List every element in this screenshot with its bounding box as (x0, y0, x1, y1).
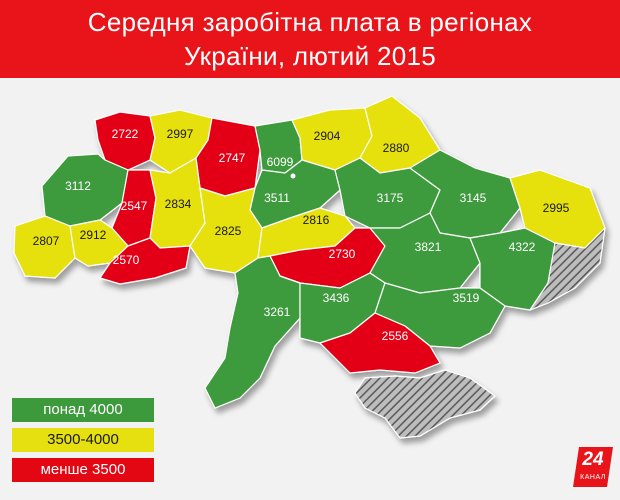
label-donetsk: 4322 (509, 240, 536, 254)
label-chernivtsi: 2570 (113, 253, 140, 267)
label-lviv: 3112 (65, 179, 91, 193)
label-kharkiv: 3145 (460, 191, 487, 205)
legend-over-4000: понад 4000 (12, 398, 154, 422)
label-kyiv-city: 6099 (267, 155, 294, 169)
title-bar: Середня заробітна плата в регіонах Украї… (0, 0, 620, 78)
label-chernihiv: 2904 (314, 129, 341, 143)
label-vinnytsia: 2825 (215, 224, 242, 238)
label-dnipropetrovsk: 3821 (415, 240, 442, 254)
label-zaporizhzhia: 3519 (453, 291, 480, 305)
label-luhansk: 2995 (543, 201, 570, 215)
logo-subtitle: КАНАЛ (580, 474, 606, 481)
title-line-1: Середня заробітна плата в регіонах (87, 7, 533, 37)
label-cherkasy: 2816 (303, 213, 330, 227)
label-mykolaiv: 3436 (323, 291, 350, 305)
label-volyn: 2722 (112, 127, 139, 141)
label-kirovohrad: 2730 (329, 247, 356, 261)
logo-badge-icon (573, 447, 613, 487)
region-chernivtsi (99, 237, 191, 285)
title-line-2: України, лютий 2015 (183, 41, 436, 71)
label-ivano-frankivsk: 2912 (80, 228, 107, 242)
region-kherson (319, 312, 441, 374)
region-dnipropetrovsk (369, 212, 481, 294)
region-zakarpattia (13, 215, 76, 279)
label-kherson: 2556 (382, 329, 409, 343)
label-ternopil: 2547 (121, 199, 148, 213)
label-sumy: 2880 (383, 141, 410, 155)
ukraine-map: 2722 2997 2747 6099 2904 2880 3112 2547 … (13, 95, 606, 439)
label-zhytomyr: 2747 (219, 151, 246, 165)
region-donetsk-occupied (529, 227, 606, 311)
region-labels: 2722 2997 2747 6099 2904 2880 3112 2547 … (33, 127, 570, 343)
logo-number: 24 (582, 449, 604, 470)
label-kyiv-oblast: 3511 (264, 191, 290, 205)
label-rivne: 2997 (167, 127, 194, 141)
label-khmelnytskyi: 2834 (165, 197, 192, 211)
legend-under-3500: менше 3500 (12, 458, 154, 482)
region-crimea (354, 369, 496, 439)
label-odesa: 3261 (264, 305, 291, 319)
region-odesa (204, 255, 301, 409)
legend-3500-4000: 3500-4000 (12, 428, 154, 452)
map-area: 2722 2997 2747 6099 2904 2880 3112 2547 … (0, 78, 620, 495)
label-zakarpattia: 2807 (33, 234, 60, 248)
channel-24-logo: 24 КАНАЛ (573, 447, 613, 487)
label-poltava: 3175 (377, 191, 404, 205)
kyiv-marker (290, 173, 296, 179)
